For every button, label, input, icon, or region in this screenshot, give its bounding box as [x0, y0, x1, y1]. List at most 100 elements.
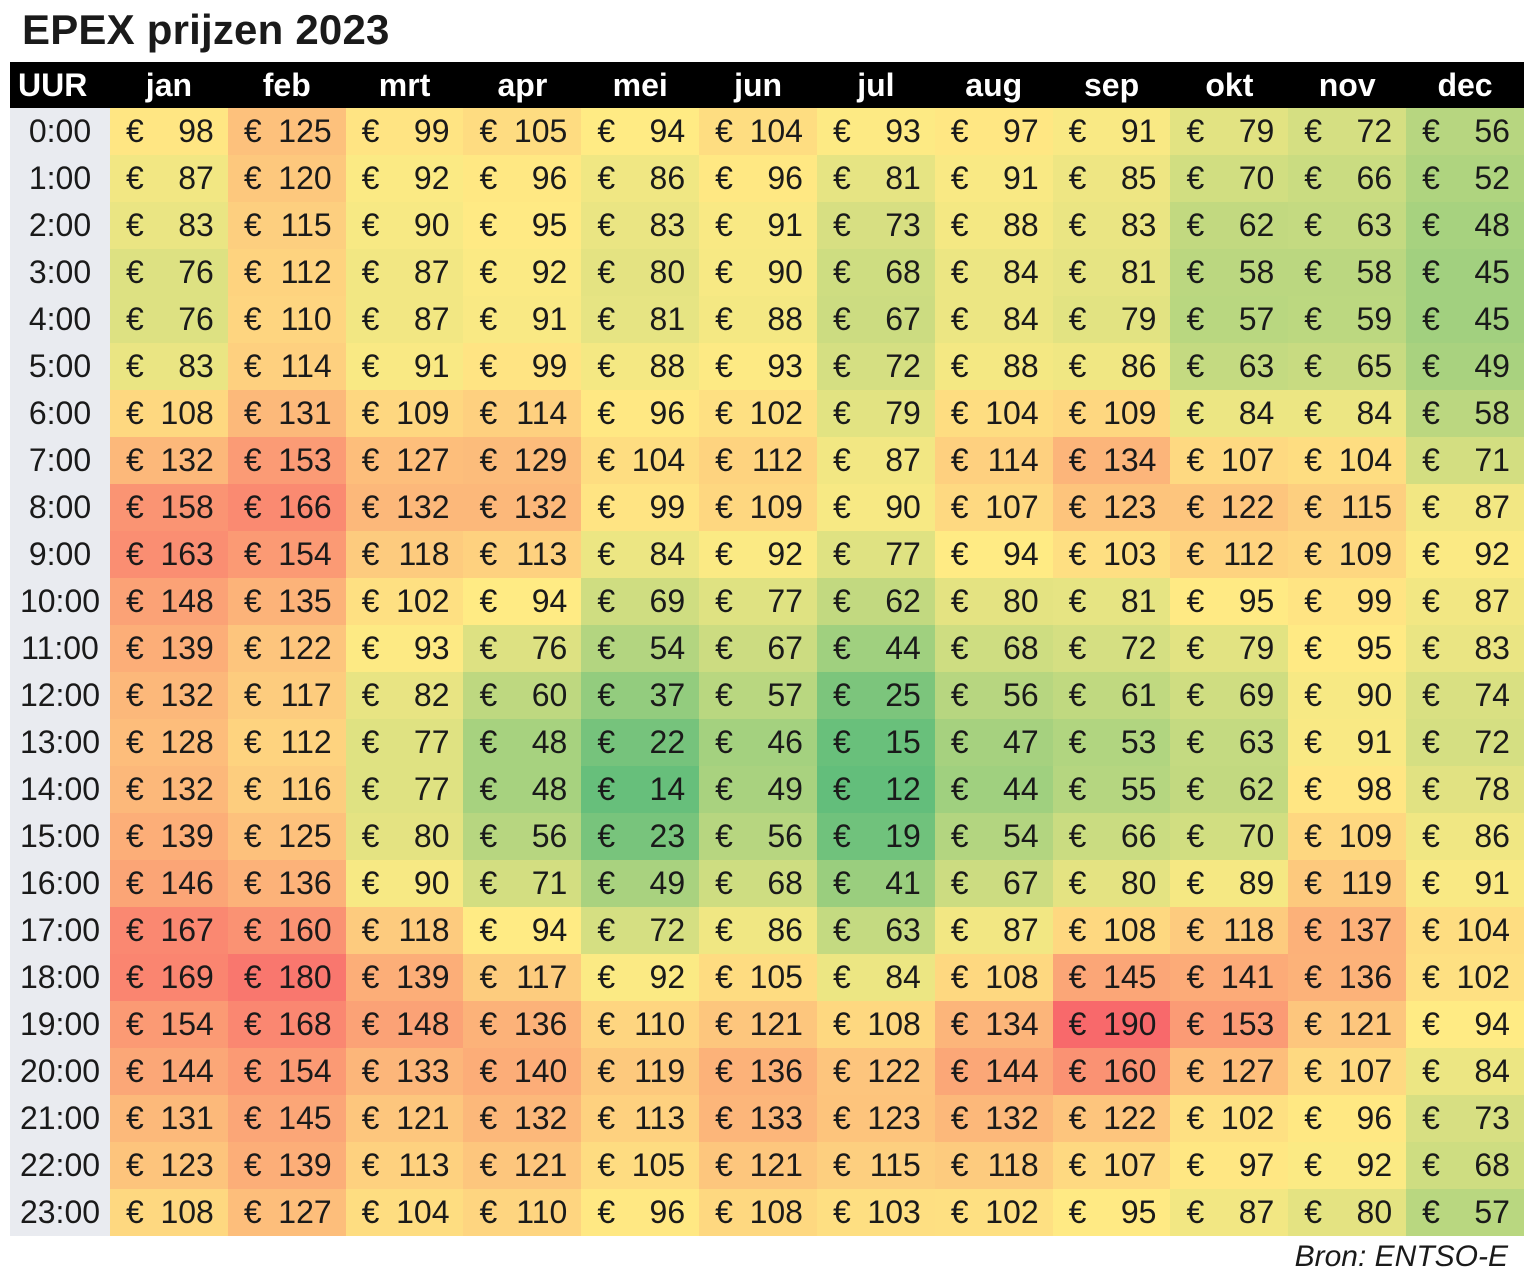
heatmap-cell: €114	[227, 343, 346, 390]
currency-symbol: €	[1304, 771, 1323, 807]
hour-label: 17:00	[10, 907, 110, 954]
price-value: 99	[649, 489, 686, 525]
price-value: 107	[985, 489, 1039, 525]
heatmap-cell: €95	[463, 202, 582, 249]
currency-symbol: €	[1422, 1006, 1440, 1042]
heatmap-cell: €76	[110, 296, 228, 343]
price-value: 97	[1238, 1147, 1275, 1183]
currency-symbol: €	[715, 113, 733, 149]
currency-symbol: €	[1068, 254, 1087, 290]
currency-symbol: €	[715, 1006, 733, 1042]
currency-symbol: €	[243, 1100, 262, 1136]
price-value: 108	[160, 1194, 214, 1230]
currency-symbol: €	[832, 113, 851, 149]
price-value: 44	[1003, 771, 1039, 807]
currency-symbol: €	[1422, 536, 1440, 572]
currency-symbol: €	[361, 395, 380, 431]
price-value: 132	[160, 677, 214, 713]
currency-symbol: €	[243, 865, 262, 901]
price-value: 73	[885, 207, 921, 243]
heatmap-cell: €81	[581, 296, 700, 343]
hour-label: 13:00	[10, 719, 110, 766]
header-row: UUR jan feb mrt apr mei jun jul aug sep okt nov dec	[10, 62, 1524, 108]
currency-symbol: €	[361, 1147, 380, 1183]
price-value: 127	[278, 1194, 332, 1230]
heatmap-cell: €95	[1170, 578, 1289, 625]
heatmap-cell: €112	[699, 437, 817, 484]
heatmap-cell: €66	[1052, 813, 1171, 860]
price-value: 102	[1220, 1100, 1275, 1136]
heatmap-cell: €19	[816, 813, 935, 860]
price-value: 80	[413, 818, 450, 854]
table-row: 1:00 €87 €120 €92 €96 €86 €96 €81 €91 €85 €70 €66 €5…	[10, 155, 1524, 202]
currency-symbol: €	[832, 724, 851, 760]
heatmap-cell: €61	[1052, 672, 1171, 719]
price-value: 59	[1356, 301, 1393, 337]
price-value: 79	[885, 395, 921, 431]
currency-symbol: €	[1422, 301, 1440, 337]
heatmap-cell: €96	[581, 1189, 700, 1236]
price-value: 95	[1238, 583, 1275, 619]
price-value: 57	[767, 677, 803, 713]
row-header-label: UUR	[18, 66, 88, 103]
heatmap-cell: €67	[699, 625, 817, 672]
currency-symbol: €	[1304, 818, 1323, 854]
heatmap-cell: €67	[934, 860, 1053, 907]
heatmap-cell: €132	[463, 1095, 582, 1142]
currency-symbol: €	[950, 348, 969, 384]
heatmap-cell: €169	[110, 954, 228, 1001]
heatmap-cell: €97	[1170, 1142, 1289, 1189]
heatmap-cell: €56	[934, 672, 1053, 719]
heatmap-cell: €87	[1170, 1189, 1289, 1236]
heatmap-cell: €121	[1288, 1001, 1407, 1048]
heatmap-cell: €104	[1406, 907, 1524, 954]
price-value: 60	[531, 677, 568, 713]
heatmap-cell: €84	[816, 954, 935, 1001]
currency-symbol: €	[1304, 912, 1323, 948]
price-value: 109	[749, 489, 803, 525]
heatmap-cell: €52	[1406, 155, 1524, 202]
currency-symbol: €	[950, 160, 969, 196]
price-value: 81	[1120, 583, 1157, 619]
price-value: 71	[1474, 442, 1510, 478]
currency-symbol: €	[479, 724, 498, 760]
heatmap-cell: €83	[1052, 202, 1171, 249]
price-value: 86	[649, 160, 686, 196]
price-value: 88	[1003, 207, 1039, 243]
heatmap-cell: €98	[1288, 766, 1407, 813]
price-value: 52	[1474, 160, 1510, 196]
price-value: 110	[280, 301, 332, 337]
currency-symbol: €	[715, 395, 733, 431]
table-row: 7:00 €132 €153 €127 €129 €104 €112 €87 €114 €134 €…	[10, 437, 1524, 484]
price-value: 84	[1474, 1053, 1510, 1089]
price-value: 110	[516, 1194, 568, 1230]
price-value: 90	[767, 254, 803, 290]
currency-symbol: €	[950, 959, 969, 995]
currency-symbol: €	[1422, 395, 1440, 431]
heatmap-cell: €56	[463, 813, 582, 860]
currency-symbol: €	[243, 677, 262, 713]
price-value: 99	[531, 348, 568, 384]
heatmap-cell: €86	[581, 155, 700, 202]
currency-symbol: €	[479, 1194, 498, 1230]
currency-symbol: €	[1304, 1100, 1323, 1136]
heatmap-cell: €76	[110, 249, 228, 296]
heatmap-cell: €116	[227, 766, 346, 813]
currency-symbol: €	[950, 442, 969, 478]
currency-symbol: €	[243, 771, 262, 807]
currency-symbol: €	[1068, 207, 1087, 243]
currency-symbol: €	[597, 1100, 616, 1136]
price-value: 87	[413, 301, 450, 337]
price-value: 160	[278, 912, 332, 948]
heatmap-cell: €118	[345, 907, 464, 954]
currency-symbol: €	[361, 771, 380, 807]
price-value: 49	[767, 771, 803, 807]
heatmap-cell: €148	[110, 578, 228, 625]
currency-symbol: €	[479, 583, 498, 619]
currency-symbol: €	[479, 771, 498, 807]
currency-symbol: €	[126, 301, 144, 337]
heatmap-cell: €88	[934, 202, 1053, 249]
price-value: 49	[649, 865, 686, 901]
heatmap-cell: €87	[816, 437, 935, 484]
price-value: 120	[278, 160, 332, 196]
